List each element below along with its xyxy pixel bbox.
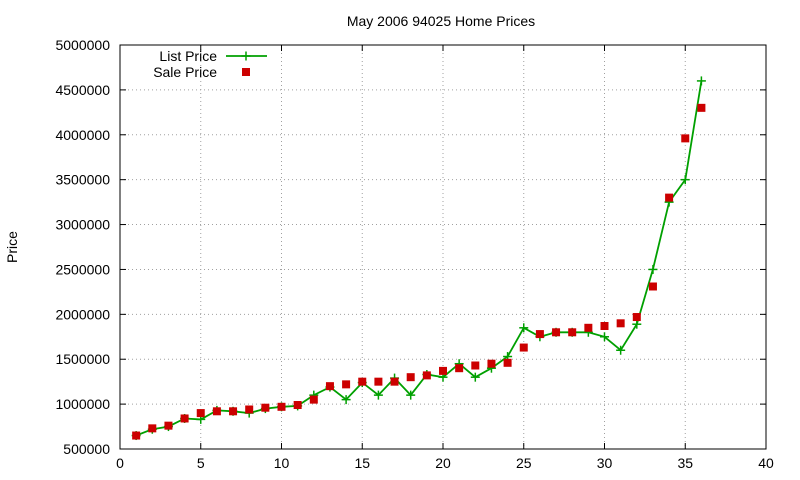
sale-price-point [632, 313, 641, 322]
sale-price-point [342, 380, 351, 389]
sale-price-point [681, 134, 690, 143]
list-price-point [600, 332, 609, 342]
y-tick-label: 2000000 [55, 306, 110, 322]
sale-price-point [406, 373, 415, 382]
y-tick-label: 3500000 [55, 172, 110, 188]
y-tick-label: 500000 [63, 441, 110, 457]
x-tick-label: 0 [116, 455, 124, 471]
plot-frame [119, 44, 767, 450]
x-tick-label: 10 [274, 455, 290, 471]
sale-price-point [293, 401, 302, 410]
sale-price-point [487, 359, 496, 368]
sale-price-point [390, 377, 399, 386]
list-price-point [406, 390, 416, 400]
sale-price-point [148, 424, 157, 433]
list-price-point [341, 395, 351, 405]
sale-price-point [245, 405, 254, 414]
legend-marker-sale-price [242, 68, 250, 76]
sale-price-point [309, 395, 318, 404]
tick-layer: 0 5 10 15 20 25 30 35 40 500000 1000000 1500000 2000… [55, 37, 774, 471]
x-tick-label: 40 [758, 455, 774, 471]
sale-price-point [229, 407, 238, 416]
list-price-point [519, 323, 529, 333]
legend-label-list-price: List Price [159, 48, 217, 64]
sale-price-point [648, 282, 657, 291]
x-tick-label: 5 [197, 455, 205, 471]
chart-title: May 2006 94025 Home Prices [347, 13, 535, 29]
sale-price-point [439, 366, 447, 375]
legend-label-sale-price: Sale Price [153, 64, 217, 80]
y-tick-label: 1000000 [55, 396, 110, 412]
x-tick-label: 20 [435, 455, 451, 471]
sale-price-point [697, 103, 706, 112]
sale-price-point [196, 409, 205, 418]
sale-price-point [277, 402, 286, 411]
sale-price-point [519, 343, 528, 352]
sale-price-point [261, 403, 270, 412]
sale-price-point [455, 364, 464, 373]
legend-marker-list-price [241, 51, 251, 61]
sale-price-point [616, 319, 625, 328]
y-tick-label: 4500000 [55, 82, 110, 98]
list-price-point [616, 345, 626, 355]
sale-price-point [180, 414, 189, 423]
list-price-point [680, 175, 690, 185]
sale-price-point [471, 361, 480, 370]
y-tick-label: 2500000 [55, 261, 110, 277]
sale-price-point [374, 377, 383, 386]
list-price-line [135, 80, 703, 437]
sale-price-point [325, 382, 334, 391]
sale-price-point [552, 328, 561, 337]
sale-price-point [568, 328, 577, 337]
series-layer [131, 76, 706, 441]
y-tick-label: 4000000 [55, 127, 110, 143]
grid-layer [120, 45, 766, 449]
sale-price-point [665, 193, 674, 202]
list-price-point [648, 264, 658, 274]
sale-price-point [422, 371, 431, 380]
list-price-point [632, 319, 642, 329]
sale-price-point [358, 377, 367, 386]
y-axis-label: Price [4, 231, 20, 263]
x-tick-label: 15 [354, 455, 370, 471]
sale-price-point [600, 322, 609, 331]
sale-price-point [132, 431, 141, 440]
sale-price-point [212, 407, 221, 416]
sale-price-point [535, 330, 544, 339]
x-tick-label: 25 [516, 455, 532, 471]
y-tick-label: 5000000 [55, 37, 110, 53]
y-tick-label: 1500000 [55, 351, 110, 367]
list-price-point [470, 372, 480, 382]
sale-price-point [584, 323, 593, 332]
sale-price-point [164, 421, 173, 430]
sale-price-point [503, 358, 512, 367]
y-tick-label: 3000000 [55, 217, 110, 233]
list-price-point [696, 76, 706, 86]
x-tick-label: 35 [677, 455, 693, 471]
x-tick-label: 30 [597, 455, 613, 471]
list-price-point [373, 390, 383, 400]
